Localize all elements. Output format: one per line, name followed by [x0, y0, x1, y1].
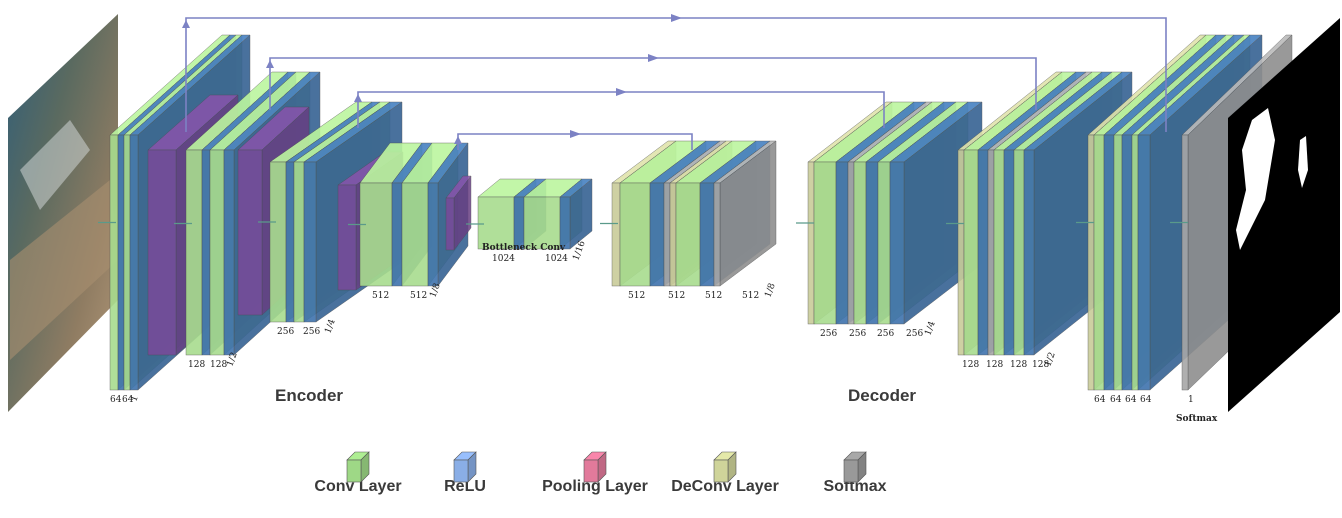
bottleneck-caption: Bottleneck Conv [482, 243, 566, 253]
decoder-stage-4-softmax-layer-8 [713, 140, 777, 287]
skip-arrowhead-4 [570, 130, 581, 138]
legend-item-relu: ReLU [390, 450, 540, 496]
softmax-caption: Softmax [1176, 414, 1218, 424]
decoder-stage-1-label-2: 64 [1110, 395, 1122, 405]
decoder-stage-2-label-3: 128 [1010, 360, 1027, 370]
skip-connection-4 [457, 133, 693, 150]
decoder-stage-4 [600, 140, 777, 287]
decoder-stage-2-label-1: 128 [962, 360, 979, 370]
legend-swatch-icon [843, 451, 867, 483]
encoder-stage-2-label-3: 1/2 [225, 351, 239, 368]
skip-uparrow-4 [454, 136, 462, 144]
skip-connections [182, 14, 1167, 150]
decoder-stage-1-label-4: 64 [1140, 395, 1152, 405]
encoder-stage-1-label-1: 64 [110, 395, 122, 405]
legend-swatch-icon [453, 451, 477, 483]
legend-label: Pooling Layer [542, 478, 648, 495]
encoder-stage-4-label-1: 512 [372, 291, 389, 301]
decoder-stage-1-label-1: 64 [1094, 395, 1106, 405]
decoder-stage-3-label-3: 256 [877, 329, 894, 339]
legend-item-conv-layer: Conv Layer [283, 450, 433, 496]
bottleneck-label-1: 1024 [492, 254, 515, 264]
softmax-stage-label-1: 1 [1188, 395, 1194, 405]
decoder-stage-4-label-5: 1/8 [763, 282, 777, 299]
encoder-stage-3-label-3: 1/4 [323, 318, 337, 335]
encoder-stage-1-label-2: 64 [122, 395, 134, 405]
skip-arrowhead-3 [616, 88, 627, 96]
legend-item-softmax: Softmax [780, 450, 930, 496]
output-mask [1228, 18, 1340, 412]
skip-arrowhead-2 [648, 54, 659, 62]
decoder-stage-2-label-5: 1/2 [1043, 351, 1057, 368]
skip-arrowhead-1 [671, 14, 682, 22]
encoder-stage-3-label-1: 256 [277, 327, 294, 337]
legend-label: DeConv Layer [671, 478, 779, 495]
decoder-title: Decoder [848, 386, 917, 405]
decoder-stage-4-label-3: 512 [705, 291, 722, 301]
encoder-stage-4-pooling-layer [445, 175, 472, 251]
decoder-stage-4-label-1: 512 [628, 291, 645, 301]
bottleneck-label-2: 1024 [545, 254, 568, 264]
network-blocks [98, 34, 1293, 391]
decoder-stage-4-label-4: 512 [742, 291, 759, 301]
encoder-stage-4 [348, 142, 472, 287]
decoder-stage-3-label-4: 256 [906, 329, 923, 339]
encoder-stage-2-label-2: 128 [210, 360, 227, 370]
decoder-stage-3 [796, 101, 983, 325]
encoder-stage-1-label-3: 1 [129, 394, 140, 403]
encoder-stage-4-label-2: 512 [410, 291, 427, 301]
encoder-stage-2-label-1: 128 [188, 360, 205, 370]
encoder-title: Encoder [275, 386, 344, 405]
legend-swatch-icon [713, 451, 737, 483]
decoder-stage-3-label-1: 256 [820, 329, 837, 339]
legend-item-pooling-layer: Pooling Layer [520, 450, 670, 496]
legend-label: Softmax [823, 478, 887, 495]
legend-swatch-icon [346, 451, 370, 483]
decoder-stage-2-label-4: 128 [1032, 360, 1049, 370]
skip-uparrow-1 [182, 20, 190, 28]
decoder-stage-2-label-2: 128 [986, 360, 1003, 370]
legend-swatch-icon [583, 451, 607, 483]
encoder-stage-3-label-2: 256 [303, 327, 320, 337]
legend-item-deconv-layer: DeConv Layer [650, 450, 800, 496]
decoder-stage-3-label-2: 256 [849, 329, 866, 339]
decoder-stage-4-label-2: 512 [668, 291, 685, 301]
skip-uparrow-3 [354, 94, 362, 102]
bottleneck-relu-layer-4 [559, 178, 593, 250]
decoder-stage-3-label-5: 1/4 [923, 320, 937, 337]
skip-connection-3 [357, 91, 885, 128]
legend-label: Conv Layer [314, 478, 402, 495]
bottleneck [466, 178, 593, 250]
encoder-stage-4-label-3: 1/8 [428, 282, 442, 299]
input-image [8, 14, 118, 412]
skip-uparrow-2 [266, 60, 274, 68]
decoder-stage-1-label-3: 64 [1125, 395, 1137, 405]
